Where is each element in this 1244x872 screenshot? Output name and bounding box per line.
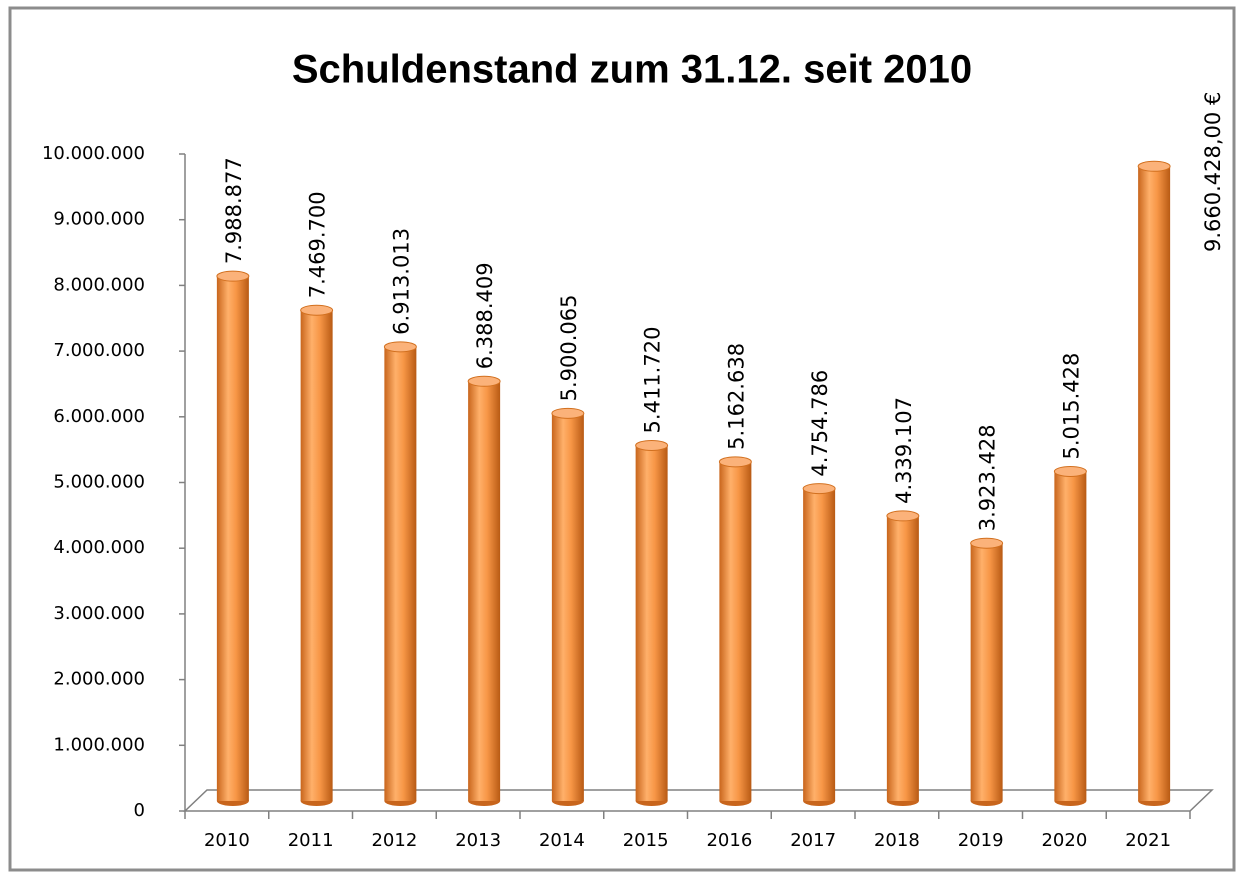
bar-top [300, 304, 334, 316]
x-tick-label: 2014 [539, 830, 585, 851]
bar-top [216, 270, 250, 282]
bar-top [551, 407, 585, 419]
x-tick-label: 2018 [874, 830, 920, 851]
value-label: 9.660.428,00 € [1201, 92, 1225, 252]
bar-top [1137, 160, 1171, 172]
y-tick-label: 9.000.000 [53, 209, 145, 230]
x-tick-label: 2016 [706, 830, 752, 851]
value-label: 6.388.409 [473, 262, 497, 369]
x-tick-label: 2021 [1125, 830, 1171, 851]
value-label: 5.900.065 [557, 294, 581, 401]
x-tick-label: 2010 [204, 830, 250, 851]
x-tick-label: 2012 [371, 830, 417, 851]
bar [468, 381, 501, 801]
value-label: 6.913.013 [389, 228, 413, 335]
y-tick-label: 1.000.000 [53, 734, 145, 755]
bar-top [970, 537, 1004, 549]
bar-top [467, 375, 501, 387]
bar-top [718, 456, 752, 468]
x-tick-label: 2017 [790, 830, 836, 851]
value-label: 3.923.428 [976, 424, 1000, 531]
bar [551, 413, 584, 801]
x-tick-label: 2013 [455, 830, 501, 851]
bar-top [383, 341, 417, 353]
x-tick-label: 2019 [958, 830, 1004, 851]
bar [886, 515, 919, 801]
bar-top [1053, 465, 1087, 477]
bar [1138, 166, 1171, 801]
x-tick-label: 2020 [1041, 830, 1087, 851]
frame [8, 6, 1236, 872]
y-tick-label: 10.000.000 [42, 143, 145, 164]
bar [970, 543, 1003, 801]
x-tick-label: 2011 [288, 830, 334, 851]
y-tick-label: 4.000.000 [53, 537, 145, 558]
y-tick-label: 5.000.000 [53, 472, 145, 493]
bar-top [802, 483, 836, 495]
value-label: 5.411.720 [641, 327, 665, 434]
bar [216, 276, 249, 802]
chart-title: Schuldenstand zum 31.12. seit 2010 [292, 48, 972, 92]
value-label: 5.015.428 [1059, 353, 1083, 460]
bar [300, 310, 333, 801]
value-label: 7.988.877 [222, 157, 246, 264]
bar [803, 488, 836, 801]
y-tick-label: 7.000.000 [53, 340, 145, 361]
y-tick-label: 2.000.000 [53, 669, 145, 690]
y-tick-label: 3.000.000 [53, 603, 145, 624]
bar-top [635, 439, 669, 451]
bar [1054, 471, 1087, 801]
bar [384, 346, 417, 801]
value-label: 7.469.700 [306, 191, 330, 298]
y-tick-label: 8.000.000 [53, 274, 145, 295]
value-label: 5.162.638 [724, 343, 748, 450]
y-tick-label: 6.000.000 [53, 406, 145, 427]
bar [635, 445, 668, 801]
bar-top [886, 510, 920, 522]
y-tick-label: 0 [134, 800, 145, 821]
bar [719, 461, 752, 801]
value-label: 4.754.786 [808, 370, 832, 477]
x-tick-label: 2015 [623, 830, 669, 851]
value-label: 4.339.107 [892, 397, 916, 504]
